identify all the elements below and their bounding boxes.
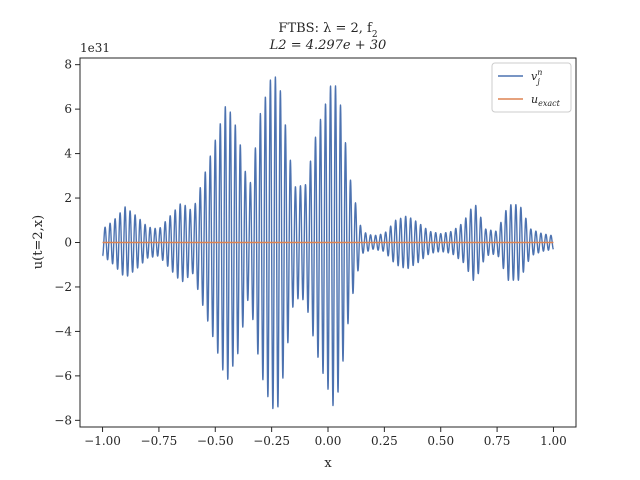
y-tick-label: 4 bbox=[64, 147, 72, 161]
y-tick-label: 6 bbox=[64, 102, 72, 116]
y-tick-label: −6 bbox=[54, 369, 72, 383]
x-axis-ticks: −1.00 −0.75 −0.50 −0.25 0.00 0.25 0.50 0.75 1.00 bbox=[84, 427, 567, 448]
chart-title-line1: FTBS: λ = 2, f2 bbox=[278, 21, 377, 40]
series-layer bbox=[102, 76, 554, 410]
y-tick-label: −2 bbox=[54, 280, 72, 294]
chart-title-line2: L2 = 4.297e + 30 bbox=[269, 38, 387, 53]
y-offset-text: 1e31 bbox=[80, 41, 110, 55]
x-tick-label: −0.75 bbox=[141, 434, 178, 448]
x-tick-label: −0.25 bbox=[253, 434, 290, 448]
x-tick-label: 1.00 bbox=[540, 434, 567, 448]
y-tick-label: 0 bbox=[64, 236, 72, 250]
legend-entry-v: vn j bbox=[531, 68, 542, 86]
plot-frame bbox=[79, 57, 577, 428]
series-line-v bbox=[102, 76, 554, 410]
x-tick-label: −0.50 bbox=[197, 434, 234, 448]
legend: vn j uexact bbox=[491, 62, 572, 113]
legend-entry-exact: uexact bbox=[531, 93, 561, 108]
y-axis-label: u(t=2,x) bbox=[31, 215, 46, 269]
y-tick-label: −4 bbox=[54, 324, 72, 338]
y-tick-label: 2 bbox=[64, 191, 72, 205]
y-tick-label: 8 bbox=[64, 58, 72, 72]
x-tick-label: 0.50 bbox=[427, 434, 454, 448]
x-tick-label: 0.00 bbox=[315, 434, 342, 448]
y-tick-label: −8 bbox=[54, 413, 72, 427]
x-axis-label: x bbox=[324, 456, 332, 471]
x-tick-label: −1.00 bbox=[84, 434, 121, 448]
y-axis-ticks: −8 −6 −4 −2 0 2 4 6 8 bbox=[54, 58, 80, 427]
x-tick-label: 0.75 bbox=[484, 434, 511, 448]
x-tick-label: 0.25 bbox=[371, 434, 398, 448]
